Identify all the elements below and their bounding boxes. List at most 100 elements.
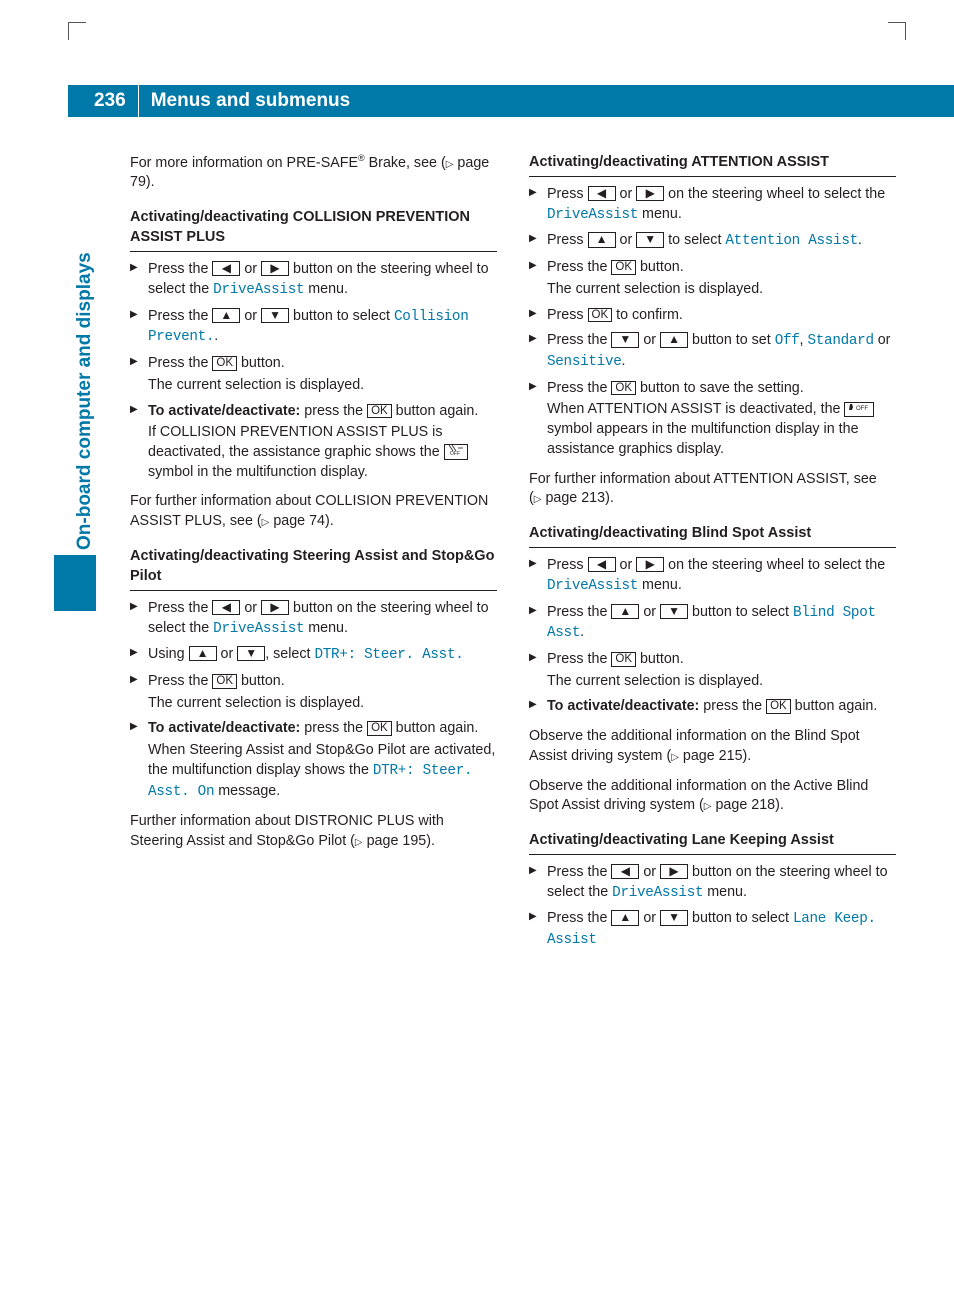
t: ). <box>426 833 435 849</box>
ok-button: OK <box>611 260 636 275</box>
intro-t3: ). <box>146 174 155 190</box>
t: Press the <box>148 355 212 371</box>
down-arrow-button: ▼ <box>261 308 289 323</box>
step-result: The current selection is displayed. <box>148 376 497 396</box>
step: Press the OK button. The current selecti… <box>130 354 497 395</box>
menu-driveassist: DriveAssist <box>547 578 638 594</box>
t: button to select <box>688 910 793 926</box>
step: To activate/deactivate: press the OK but… <box>130 719 497 802</box>
t: button to set <box>688 332 775 348</box>
t: ). <box>605 490 614 506</box>
t: button to select <box>289 308 394 324</box>
up-arrow-button: ▲ <box>588 232 616 247</box>
page-header: 236 Menus and submenus <box>68 85 954 117</box>
step-result: When Steering Assist and Stop&Go Pilot a… <box>148 741 497 802</box>
menu-driveassist: DriveAssist <box>213 282 304 298</box>
left-arrow-button: ◀ <box>611 864 639 879</box>
t: press the <box>300 403 367 419</box>
t: symbol appears in the multifunction disp… <box>547 421 859 457</box>
step-bold: To activate/deactivate: <box>148 720 300 736</box>
t: on the steering wheel to select the <box>664 557 885 573</box>
t: Press the <box>547 259 611 275</box>
down-arrow-button: ▼ <box>660 910 688 925</box>
left-column: For more information on PRE-SAFE® Brake,… <box>130 152 497 961</box>
step: To activate/deactivate: press the OK but… <box>529 697 896 717</box>
steps-blind-spot: Press ◀ or ▶ on the steering wheel to se… <box>529 556 896 717</box>
t: Press the <box>547 651 611 667</box>
ok-button: OK <box>367 721 392 736</box>
subhead-collision-prevention: Activating/deactivating COLLISION PREVEN… <box>130 207 497 252</box>
xref-page-195: page 195 <box>367 833 427 849</box>
t: menu. <box>304 620 348 636</box>
t: or <box>240 600 261 616</box>
xref-icon: ▷ <box>671 752 679 763</box>
ok-button: OK <box>367 404 392 419</box>
t: Press the <box>547 910 611 926</box>
t: Press <box>547 232 588 248</box>
right-column: Activating/deactivating ATTENTION ASSIST… <box>529 152 896 961</box>
t: Press the <box>547 380 611 396</box>
xref-page-74: page 74 <box>273 513 325 529</box>
subhead-blind-spot: Activating/deactivating Blind Spot Assis… <box>529 523 896 548</box>
t: or <box>240 261 261 277</box>
t: , select <box>265 646 314 662</box>
up-arrow-button: ▲ <box>611 604 639 619</box>
up-arrow-button: ▲ <box>189 646 217 661</box>
step: Press the OK button to save the setting.… <box>529 379 896 460</box>
t: message. <box>214 783 280 799</box>
xref-icon: ▷ <box>446 159 454 170</box>
crop-mark-tl <box>68 22 86 40</box>
t: . <box>214 328 218 344</box>
intro-para: For more information on PRE-SAFE® Brake,… <box>130 152 497 193</box>
ok-button: OK <box>611 652 636 667</box>
t: ). <box>325 513 334 529</box>
t: on the steering wheel to select the <box>664 186 885 202</box>
outro-attention: For further information about ATTENTION … <box>529 470 896 509</box>
step: Press the OK button. The current selecti… <box>130 672 497 713</box>
side-tab-block <box>54 555 96 611</box>
t: Press <box>547 307 588 323</box>
down-arrow-button: ▼ <box>660 604 688 619</box>
t: press the <box>300 720 367 736</box>
xref-icon: ▷ <box>704 801 712 812</box>
t: . <box>858 232 862 248</box>
menu-driveassist: DriveAssist <box>213 621 304 637</box>
t: button again. <box>791 698 878 714</box>
down-arrow-button: ▼ <box>237 646 265 661</box>
t: Press the <box>547 604 611 620</box>
step-bold: To activate/deactivate: <box>547 698 699 714</box>
menu-dtr-steer: DTR+: Steer. Asst. <box>314 647 463 663</box>
step: Press ▲ or ▼ to select Attention Assist. <box>529 231 896 252</box>
step: Press ◀ or ▶ on the steering wheel to se… <box>529 185 896 225</box>
step-result: The current selection is displayed. <box>148 694 497 714</box>
step-result: When ATTENTION ASSIST is deactivated, th… <box>547 400 896 459</box>
intro-t1: For more information on PRE-SAFE <box>130 155 358 171</box>
t: menu. <box>304 281 348 297</box>
t: button. <box>636 259 684 275</box>
step: Using ▲ or ▼, select DTR+: Steer. Asst. <box>130 645 497 666</box>
opt-standard: Standard <box>807 333 873 349</box>
xref-page-215: page 215 <box>683 748 743 764</box>
step: Press the ◀ or ▶ button on the steering … <box>130 599 497 639</box>
t: press the <box>699 698 766 714</box>
t: ). <box>775 797 784 813</box>
menu-attention-assist: Attention Assist <box>725 233 857 249</box>
opt-sensitive: Sensitive <box>547 354 622 370</box>
t: When ATTENTION ASSIST is deactivated, th… <box>547 401 844 417</box>
outro-steering: Further information about DISTRONIC PLUS… <box>130 812 497 851</box>
step-bold: To activate/deactivate: <box>148 403 300 419</box>
step: Press the ◀ or ▶ button on the steering … <box>529 863 896 903</box>
step: Press the ▲ or ▼ button to select Collis… <box>130 307 497 348</box>
left-arrow-button: ◀ <box>212 600 240 615</box>
t: menu. <box>638 206 682 222</box>
steps-collision-prevention: Press the ◀ or ▶ button on the steering … <box>130 260 497 482</box>
svg-text:OFF: OFF <box>450 451 460 455</box>
t: or <box>616 186 637 202</box>
collision-off-icon: OFF <box>444 444 468 460</box>
step-result: The current selection is displayed. <box>547 672 896 692</box>
t: button. <box>636 651 684 667</box>
t: Press the <box>148 261 212 277</box>
t: Observe the additional information on th… <box>529 778 868 814</box>
t: or <box>639 864 660 880</box>
t: ). <box>743 748 752 764</box>
